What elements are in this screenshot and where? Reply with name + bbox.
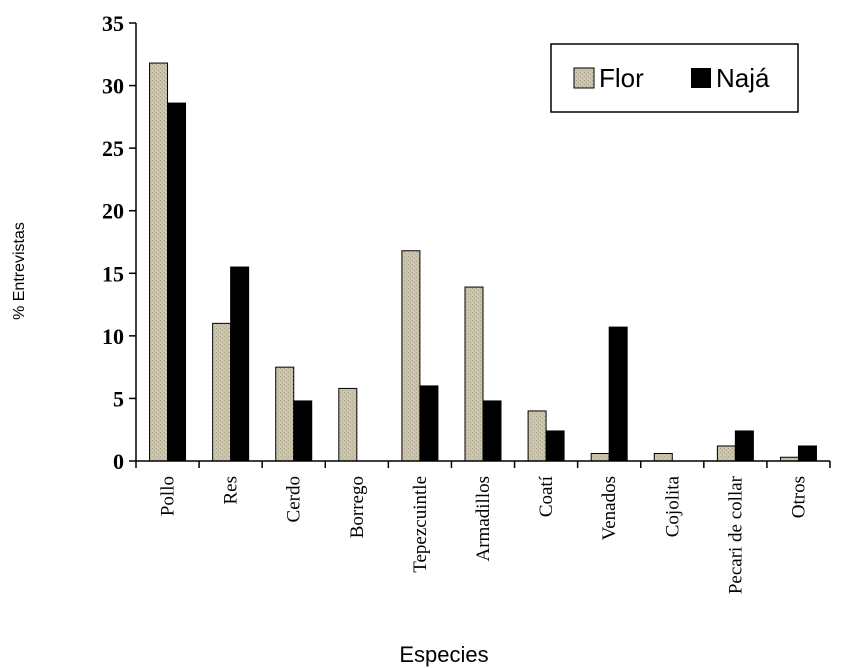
x-tick-label: Otros	[788, 476, 809, 518]
bar-flor	[716, 445, 736, 462]
bar-naja	[797, 445, 817, 462]
x-tick-label: Res	[221, 476, 242, 505]
bar-flor	[338, 387, 358, 462]
bar-naja	[230, 266, 250, 462]
bar-flor	[527, 410, 547, 462]
x-axis-title: Especies	[399, 642, 488, 667]
y-tick-label: 0	[113, 449, 124, 474]
bar-flor	[212, 322, 232, 462]
bar-naja	[734, 430, 754, 462]
x-tick-labels: Pollo Res Cerdo Borrego Tepezcuintle Armadill…	[158, 475, 810, 594]
y-tick-label: 15	[102, 261, 124, 286]
bar-naja	[545, 430, 565, 462]
x-tick-label: Armadillos	[473, 476, 494, 562]
bar-naja	[167, 102, 187, 462]
y-tick-label: 10	[102, 324, 124, 349]
bar-naja	[482, 400, 502, 462]
x-tick-label: Coatí	[536, 475, 557, 517]
legend: Flor Najá	[550, 43, 799, 113]
legend-swatch-flor	[573, 67, 595, 89]
y-axis-title: % Entrevistas	[11, 222, 28, 320]
y-tick-label: 5	[113, 386, 124, 411]
legend-label-flor: Flor	[599, 63, 644, 93]
y-tick-label: 25	[102, 136, 124, 161]
bar-naja	[419, 385, 439, 462]
bar-flor	[275, 366, 295, 462]
bars-group	[149, 62, 817, 462]
bar-naja	[293, 400, 313, 462]
y-tick-labels: 0 5 10 15 20 25 30 35	[102, 11, 124, 474]
x-tick-label: Borrego	[347, 476, 368, 538]
x-tick-label: Pollo	[158, 476, 179, 516]
legend-swatch-naja	[691, 68, 711, 88]
bar-flor	[464, 286, 484, 462]
axes-group	[129, 22, 831, 468]
bar-flor	[590, 452, 610, 462]
bar-naja	[608, 326, 628, 462]
bar-flor	[149, 62, 169, 462]
x-tick-label: Tepezcuintle	[410, 476, 431, 573]
y-tick-label: 30	[102, 74, 124, 99]
y-tick-label: 20	[102, 199, 124, 224]
legend-label-naja: Najá	[716, 63, 770, 93]
y-tick-label: 35	[102, 11, 124, 36]
x-tick-label: Cerdo	[284, 476, 305, 522]
x-tick-label: Cojolita	[662, 475, 683, 537]
bar-flor	[401, 250, 421, 462]
x-tick-label: Venados	[599, 476, 620, 540]
bar-flor	[653, 452, 673, 462]
x-tick-label: Pecari de collar	[725, 475, 746, 594]
